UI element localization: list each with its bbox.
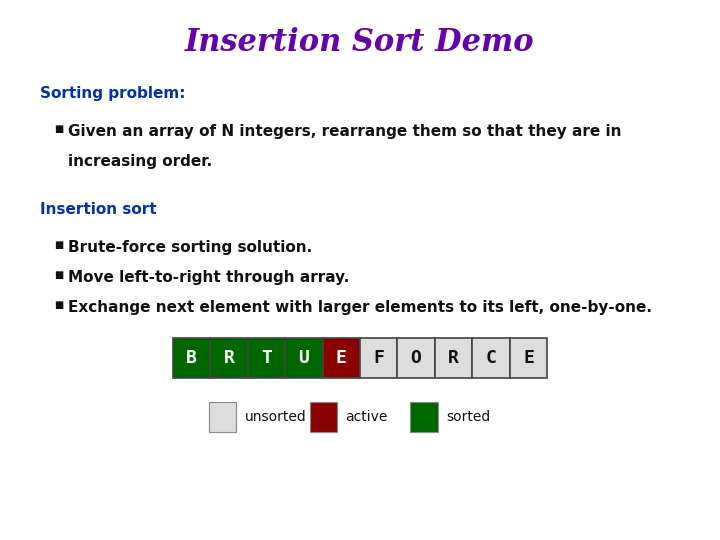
- Text: R: R: [448, 349, 459, 367]
- Text: ■: ■: [54, 300, 63, 310]
- Text: T: T: [261, 349, 272, 367]
- Text: E: E: [336, 349, 347, 367]
- Text: sorted: sorted: [446, 410, 490, 424]
- Text: Insertion Sort Demo: Insertion Sort Demo: [185, 27, 535, 58]
- Text: Insertion sort: Insertion sort: [40, 202, 156, 218]
- Text: C: C: [485, 349, 497, 367]
- Text: Sorting problem:: Sorting problem:: [40, 86, 185, 102]
- Text: Brute-force sorting solution.: Brute-force sorting solution.: [68, 240, 312, 255]
- Text: U: U: [298, 349, 310, 367]
- Text: R: R: [223, 349, 235, 367]
- Text: ■: ■: [54, 124, 63, 134]
- Text: Exchange next element with larger elements to its left, one-by-one.: Exchange next element with larger elemen…: [68, 300, 652, 315]
- Text: O: O: [410, 349, 422, 367]
- Text: ■: ■: [54, 270, 63, 280]
- Text: ■: ■: [54, 240, 63, 251]
- Text: Move left-to-right through array.: Move left-to-right through array.: [68, 270, 350, 285]
- Text: E: E: [523, 349, 534, 367]
- Text: active: active: [346, 410, 388, 424]
- Text: F: F: [373, 349, 384, 367]
- Text: B: B: [186, 349, 197, 367]
- Text: Given an array of N integers, rearrange them so that they are in: Given an array of N integers, rearrange …: [68, 124, 622, 139]
- Text: increasing order.: increasing order.: [68, 154, 212, 169]
- Text: unsorted: unsorted: [245, 410, 307, 424]
